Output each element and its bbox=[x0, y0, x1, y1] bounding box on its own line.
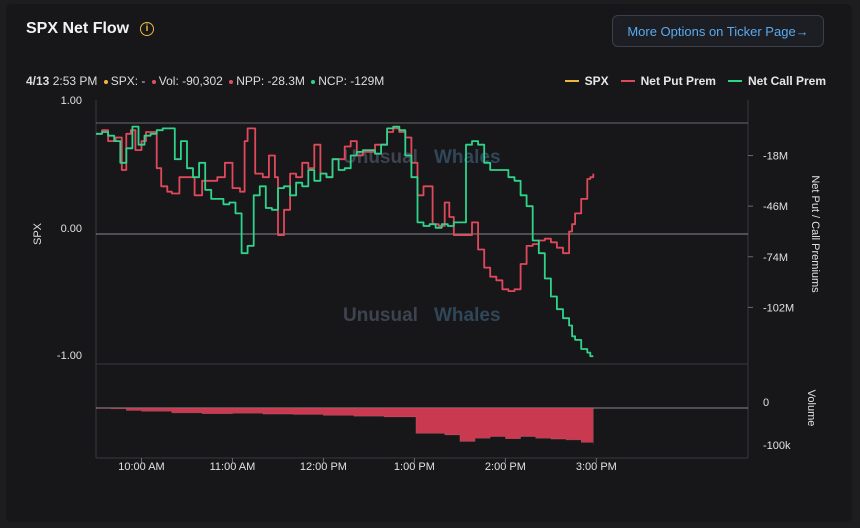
right-axis-title: Net Put / Call Premiums bbox=[809, 175, 821, 293]
volume-tick-label: -100k bbox=[763, 440, 791, 452]
left-tick-label: 0.00 bbox=[61, 223, 82, 235]
more-options-label: More Options on Ticker Page bbox=[627, 24, 796, 39]
right-tick-label: -102M bbox=[763, 302, 794, 314]
x-tick-label: 3:00 PM bbox=[576, 461, 617, 473]
watermark-word1-lower: Unusual bbox=[343, 305, 418, 326]
status-npp: NPP: -28.3M bbox=[236, 74, 305, 88]
arrow-right-icon: → bbox=[795, 24, 809, 39]
vol-dot-icon bbox=[151, 79, 156, 84]
watermark: Unusual Whales Unusual Whales bbox=[343, 147, 501, 326]
status-ncp: NCP: -129M bbox=[318, 74, 385, 88]
x-tick-label: 11:00 AM bbox=[210, 461, 256, 473]
series-lines bbox=[96, 125, 595, 358]
legend-item-spx[interactable]: SPX bbox=[564, 74, 609, 88]
x-tick-label: 10:00 AM bbox=[118, 461, 164, 473]
series-line-net-put-prem bbox=[96, 127, 595, 292]
legend-label-net-call-prem: Net Call Prem bbox=[747, 74, 826, 88]
legend-item-net-call-prem[interactable]: Net Call Prem bbox=[727, 74, 826, 88]
volume-axis: 0 -100k Volume bbox=[763, 390, 817, 452]
legend-item-net-put-prem[interactable]: Net Put Prem bbox=[620, 74, 716, 88]
x-tick-label: 1:00 PM bbox=[394, 461, 435, 473]
volume-area-group bbox=[95, 407, 594, 445]
legend-label-net-put-prem: Net Put Prem bbox=[640, 74, 716, 88]
left-tick-label: -1.00 bbox=[57, 350, 82, 362]
legend-swatch-net-call-prem bbox=[727, 80, 742, 82]
status-line: 4/13 2:53 PM SPX: - Vol: -90,302 NPP: -2… bbox=[26, 74, 384, 88]
page-title: SPX Net Flow bbox=[26, 20, 130, 37]
npp-dot-icon bbox=[229, 79, 234, 84]
volume-axis-title: Volume bbox=[805, 390, 817, 427]
watermark-word2-lower: Whales bbox=[434, 305, 501, 326]
volume-area bbox=[95, 407, 594, 445]
right-axis: Net Put / Call Premiums -18M -46M -74M -102… bbox=[748, 151, 821, 314]
status-vol: Vol: -90,302 bbox=[158, 74, 223, 88]
right-tick-label: -74M bbox=[763, 252, 788, 264]
spx-dot-icon bbox=[103, 79, 108, 84]
more-options-button[interactable]: More Options on Ticker Page→ bbox=[612, 15, 824, 47]
info-icon[interactable]: i bbox=[140, 22, 154, 36]
x-tick-label: 2:00 PM bbox=[485, 461, 526, 473]
status-spx: SPX: - bbox=[110, 74, 146, 88]
legend-swatch-net-put-prem bbox=[620, 80, 635, 82]
x-axis: 10:00 AM 11:00 AM 12:00 PM 1:00 PM 2:00 PM 3:… bbox=[118, 458, 617, 473]
right-tick-label: -18M bbox=[763, 151, 788, 163]
status-time: 2:53 PM bbox=[52, 74, 98, 88]
x-tick-label: 12:00 PM bbox=[300, 461, 347, 473]
legend-label-spx: SPX bbox=[584, 74, 609, 88]
left-axis-title: SPX bbox=[32, 222, 44, 245]
volume-tick-label: 0 bbox=[763, 397, 769, 409]
ncp-dot-icon bbox=[311, 79, 316, 84]
right-tick-label: -46M bbox=[763, 201, 788, 213]
net-flow-card bbox=[6, 4, 852, 522]
chart-legend: SPX Net Put Prem Net Call Prem bbox=[564, 74, 826, 88]
left-axis: 1.00 0.00 -1.00 SPX bbox=[32, 95, 82, 362]
series-line-net-call-prem bbox=[96, 125, 594, 358]
status-date: 4/13 bbox=[26, 74, 50, 88]
legend-swatch-spx bbox=[564, 80, 579, 82]
left-tick-label: 1.00 bbox=[61, 95, 82, 107]
chart-frame bbox=[95, 100, 749, 459]
